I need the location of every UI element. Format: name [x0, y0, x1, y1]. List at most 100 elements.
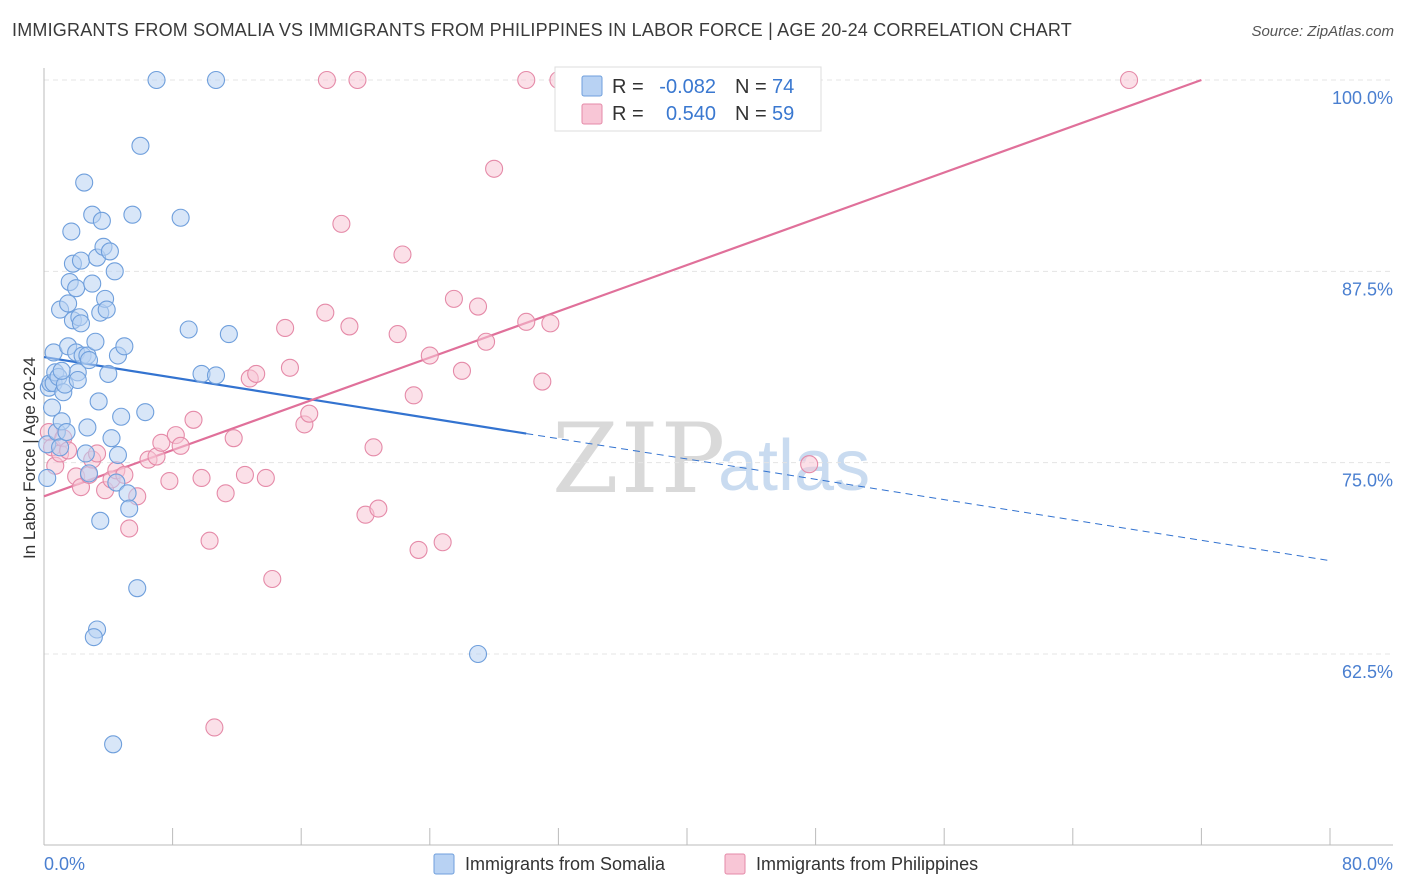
somalia-point: [84, 628, 103, 647]
philippines-point: [420, 346, 439, 365]
somalia-point: [38, 468, 57, 488]
philippines-point: [800, 455, 819, 474]
somalia-point: [62, 222, 81, 241]
somalia-point: [468, 644, 488, 664]
philippines-point: [517, 312, 536, 331]
somalia-point: [91, 511, 110, 530]
legend-philippines-swatch: [581, 103, 603, 125]
bottom-legend-philippines-swatch: [724, 853, 746, 875]
legend-philippines-n-label: N =: [735, 103, 767, 125]
philippines-point: [477, 332, 496, 351]
philippines-point: [485, 159, 504, 178]
legend-philippines-r-label: R =: [612, 103, 644, 125]
somalia-point: [171, 208, 190, 227]
somalia-point: [79, 351, 99, 370]
legend: R = -0.082 N = 74 R = 0.540 N = 59: [554, 66, 822, 132]
legend-philippines-n-value: 59: [772, 103, 794, 125]
axes: [43, 68, 1393, 846]
philippines-point: [216, 484, 235, 503]
legend-somalia-r-label: R =: [612, 76, 644, 98]
legend-somalia-n-label: N =: [735, 76, 767, 98]
bottom-legend-somalia-label: Immigrants from Somalia: [465, 854, 666, 874]
philippines-point: [160, 471, 179, 491]
philippines-point: [404, 386, 423, 405]
data-points: [38, 70, 1139, 754]
philippines-point: [263, 569, 282, 589]
philippines-point: [200, 531, 219, 550]
philippines-point: [1120, 70, 1139, 90]
philippines-point: [317, 70, 336, 90]
somalia-point: [108, 445, 127, 465]
somalia-point: [118, 484, 137, 503]
philippines-point: [316, 303, 335, 322]
somalia-point: [68, 370, 87, 390]
philippines-point: [224, 429, 243, 448]
somalia-point: [67, 279, 86, 298]
y-tick-label-62.5: 62.5%: [1342, 662, 1393, 682]
somalia-point: [219, 325, 238, 344]
legend-somalia-n-value: 74: [772, 76, 794, 98]
somalia-point: [78, 418, 97, 437]
philippines-trend-line: [43, 78, 1202, 498]
philippines-point: [332, 214, 351, 233]
bottom-legend: Immigrants from Somalia Immigrants from …: [433, 853, 978, 875]
watermark-zip: ZIP: [552, 403, 727, 515]
somalia-point: [128, 579, 147, 598]
somalia-point: [97, 300, 116, 319]
somalia-point: [79, 464, 99, 483]
philippines-point: [388, 325, 407, 344]
somalia-point: [179, 320, 198, 339]
somalia-point: [57, 423, 76, 442]
somalia-trend-line: [43, 355, 527, 435]
philippines-point: [348, 70, 367, 90]
somalia-point: [86, 332, 105, 351]
somalia-point: [59, 294, 78, 313]
philippines-point: [409, 540, 428, 559]
somalia-point: [105, 262, 124, 281]
philippines-point: [300, 404, 319, 423]
somalia-point: [100, 242, 119, 261]
chart-title: IMMIGRANTS FROM SOMALIA VS IMMIGRANTS FR…: [12, 20, 1072, 40]
somalia-point: [120, 499, 139, 518]
somalia-point: [92, 211, 111, 230]
somalia-point: [136, 403, 155, 422]
somalia-point: [206, 70, 226, 90]
philippines-point: [444, 289, 463, 308]
philippines-point: [468, 297, 488, 316]
legend-philippines-r-value: 0.540: [666, 103, 716, 125]
somalia-point: [147, 70, 166, 90]
somalia-point: [52, 361, 71, 380]
y-tick-label-87.5: 87.5%: [1342, 279, 1393, 299]
somalia-point: [83, 274, 102, 293]
bottom-legend-somalia-swatch: [433, 853, 455, 875]
philippines-point: [120, 519, 139, 538]
philippines-point: [393, 245, 412, 264]
philippines-point: [517, 70, 536, 90]
philippines-point: [533, 372, 552, 391]
x-tick-label-max: 80.0%: [1342, 854, 1393, 874]
somalia-point: [71, 251, 91, 270]
somalia-point: [115, 337, 134, 356]
philippines-point: [433, 533, 452, 552]
somalia-point: [51, 438, 70, 457]
grid: [44, 79, 1393, 655]
philippines-point: [541, 314, 560, 333]
watermark-atlas: atlas: [718, 426, 870, 506]
bottom-legend-philippines-label: Immigrants from Philippines: [756, 854, 978, 874]
philippines-point: [280, 358, 299, 377]
somalia-point: [89, 392, 108, 411]
philippines-point: [247, 364, 266, 383]
philippines-point: [184, 410, 203, 429]
philippines-point: [340, 317, 359, 336]
y-axis-label: In Labor Force | Age 20-24: [20, 357, 39, 559]
somalia-point: [112, 407, 131, 426]
somalia-point: [42, 398, 62, 417]
somalia-point: [102, 429, 121, 448]
trend-lines: [43, 78, 1331, 562]
somalia-point: [71, 314, 91, 333]
y-tick-label-75: 75.0%: [1342, 471, 1393, 491]
somalia-point: [107, 473, 126, 492]
philippines-point: [276, 318, 295, 338]
somalia-point: [131, 136, 150, 155]
